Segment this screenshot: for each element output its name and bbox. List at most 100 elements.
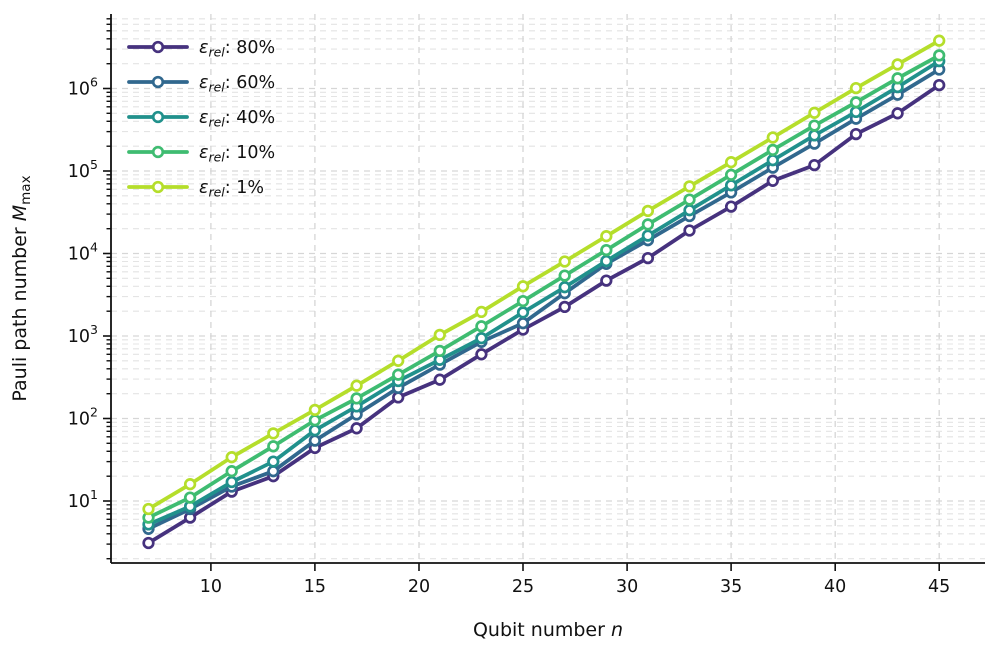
y-tick-label: 106 — [68, 75, 98, 100]
data-point — [849, 105, 863, 119]
data-point — [267, 465, 280, 478]
data-point — [558, 300, 571, 314]
legend-item-eps-1pct: εrel: 1% — [127, 178, 264, 200]
y-axis: 101 102 103 104 105 106 — [68, 14, 112, 563]
data-point — [516, 317, 530, 330]
data-point — [600, 254, 613, 268]
legend-label: εrel: 1% — [199, 178, 264, 200]
data-point — [142, 536, 155, 550]
series-eps-10pct — [142, 49, 946, 524]
data-point — [558, 281, 571, 294]
data-point — [475, 348, 488, 361]
y-axis-label: Pauli path number Mmax — [9, 175, 34, 401]
data-point — [558, 269, 571, 282]
data-point — [808, 158, 821, 172]
y-tick-label: 105 — [68, 157, 98, 182]
legend-marker — [151, 110, 165, 124]
data-point — [308, 424, 322, 437]
data-point — [267, 427, 280, 440]
legend-label: εrel: 10% — [199, 143, 275, 165]
legend-item-eps-10pct: εrel: 10% — [127, 143, 275, 165]
x-tick-label: 45 — [928, 577, 950, 597]
data-point — [724, 156, 738, 169]
data-point — [641, 218, 655, 231]
y-tick-label: 103 — [68, 322, 98, 347]
data-point — [891, 72, 904, 85]
legend-label: εrel: 40% — [199, 108, 275, 130]
data-point — [308, 414, 322, 427]
y-tick-label: 102 — [68, 405, 98, 430]
data-point — [808, 129, 821, 142]
data-point — [849, 127, 863, 141]
data-point — [433, 373, 446, 386]
data-point — [724, 179, 738, 192]
data-point — [183, 491, 197, 504]
x-tick-label: 10 — [200, 577, 222, 597]
data-point — [766, 143, 779, 157]
data-point — [724, 200, 738, 213]
data-point — [516, 306, 530, 319]
data-point — [475, 305, 488, 319]
series-eps-1pct — [142, 34, 946, 516]
legend-marker — [151, 180, 165, 194]
data-point — [433, 328, 446, 342]
x-tick-label: 35 — [720, 577, 742, 597]
data-point — [641, 204, 655, 218]
data-point — [600, 274, 613, 287]
data-point — [600, 243, 613, 257]
data-point — [475, 332, 488, 345]
data-point — [933, 78, 946, 92]
x-tick-label: 40 — [824, 577, 846, 597]
data-point — [558, 255, 571, 268]
data-point — [641, 229, 655, 242]
x-tick-label: 20 — [408, 577, 430, 597]
data-point — [142, 502, 155, 516]
data-point — [849, 96, 863, 109]
data-point — [766, 131, 779, 144]
legend-label: εrel: 80% — [199, 38, 275, 60]
data-point — [808, 106, 821, 119]
data-point — [933, 34, 946, 47]
legend-item-eps-80pct: εrel: 80% — [127, 38, 275, 60]
legend-marker — [151, 75, 165, 89]
y-tick-label: 104 — [68, 240, 98, 265]
legend-marker — [151, 40, 165, 54]
data-point — [308, 434, 322, 447]
data-point — [308, 403, 322, 417]
data-point — [933, 49, 946, 62]
data-point — [350, 422, 363, 435]
legend-item-eps-60pct: εrel: 60% — [127, 73, 275, 95]
data-point — [849, 81, 863, 95]
data-point — [392, 354, 405, 367]
data-point — [891, 107, 904, 120]
data-point — [683, 224, 696, 237]
y-tick-label: 101 — [68, 487, 98, 512]
data-point — [392, 368, 405, 381]
data-point — [225, 451, 238, 464]
legend-label: εrel: 60% — [199, 73, 275, 95]
data-point — [600, 230, 613, 243]
data-point — [433, 344, 446, 358]
x-tick-label: 15 — [304, 577, 326, 597]
data-point — [516, 294, 530, 308]
legend-item-eps-40pct: εrel: 40% — [127, 108, 275, 130]
data-point — [683, 193, 696, 206]
data-point — [766, 174, 779, 187]
x-axis: 10 15 20 25 30 35 40 45 — [111, 562, 985, 597]
x-tick-label: 30 — [616, 577, 638, 597]
x-axis-label: Qubit number n — [473, 619, 623, 641]
data-point — [183, 478, 197, 491]
data-point — [475, 320, 488, 333]
data-point — [225, 465, 238, 478]
data-point — [724, 168, 738, 181]
data-point — [891, 58, 904, 71]
data-point — [350, 379, 363, 392]
data-point — [267, 455, 280, 468]
data-point — [683, 180, 696, 193]
legend: εrel: 80% εrel: 60% εrel: 40% εrel: 10% εrel… — [127, 38, 275, 200]
data-point — [225, 475, 238, 489]
data-point — [808, 119, 821, 132]
data-point — [267, 440, 280, 453]
